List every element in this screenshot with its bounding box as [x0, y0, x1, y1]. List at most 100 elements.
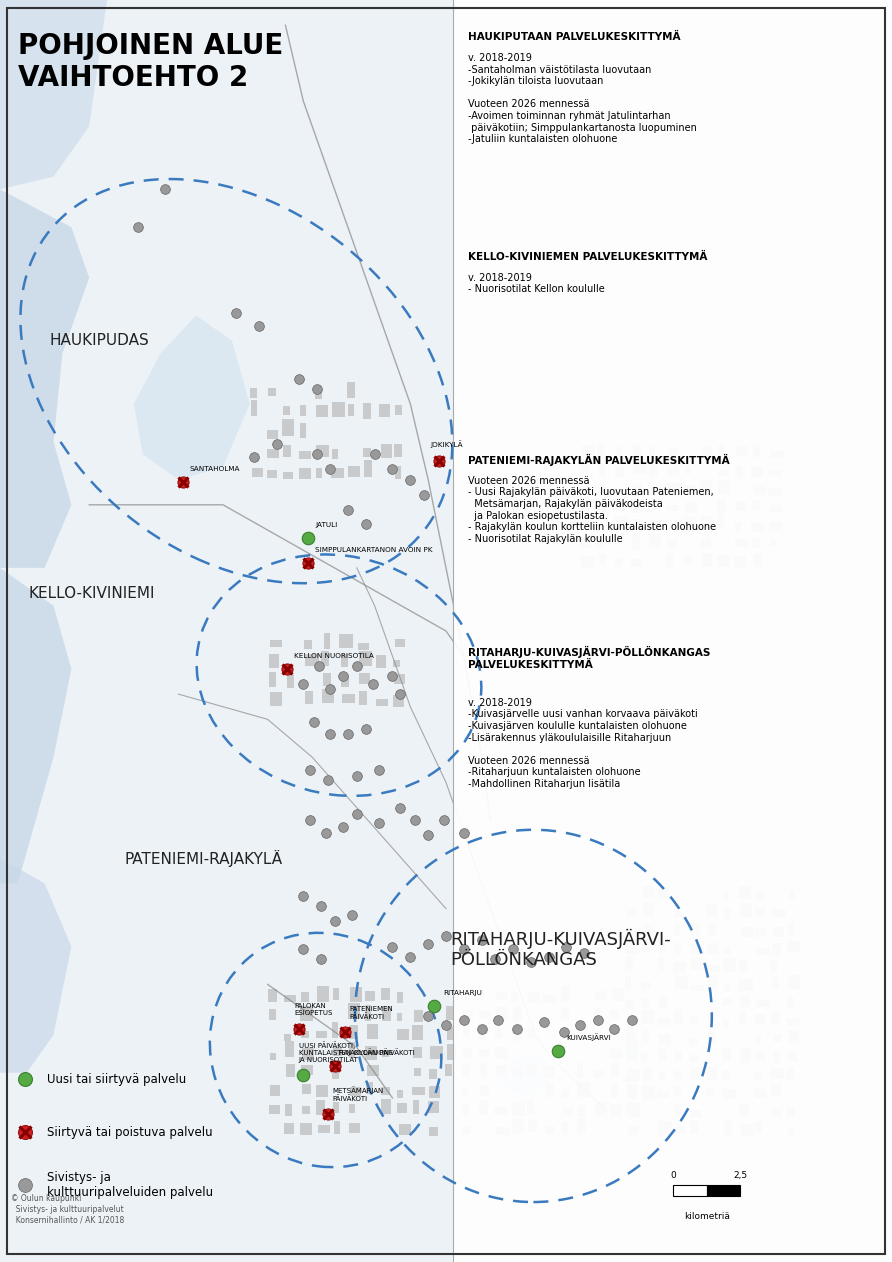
Bar [397, 1029, 409, 1040]
Bar [428, 1100, 439, 1113]
Bar [659, 1034, 671, 1045]
Bar [382, 1006, 391, 1021]
Bar [673, 962, 687, 973]
Bar [321, 651, 329, 666]
Bar [789, 1030, 799, 1044]
Bar [397, 992, 403, 1003]
Bar [625, 957, 632, 970]
Bar [739, 1047, 751, 1063]
Bar [740, 996, 750, 1007]
Bar [334, 1121, 340, 1135]
Bar [659, 1121, 672, 1136]
Bar [382, 988, 390, 1001]
Bar [666, 553, 673, 568]
Bar [632, 559, 643, 567]
Text: PALOKAN
ESIOPETUS: PALOKAN ESIOPETUS [294, 1003, 333, 1016]
Bar [382, 1087, 391, 1094]
Text: PATENIEMI-RAJAKYLÄN PALVELUKESKITTYMÄ: PATENIEMI-RAJAKYLÄN PALVELUKESKITTYMÄ [468, 454, 730, 467]
Bar [640, 941, 650, 953]
Bar [723, 1070, 730, 1079]
Bar [577, 1118, 586, 1132]
Bar [691, 1111, 701, 1118]
Bar [285, 1104, 292, 1117]
Bar [772, 1034, 781, 1042]
Bar [365, 1046, 377, 1060]
Bar [624, 939, 637, 954]
Bar [648, 481, 655, 496]
Bar [632, 535, 640, 550]
Bar [771, 1083, 780, 1097]
Bar [445, 1064, 451, 1075]
Bar [581, 557, 595, 568]
Text: v. 2018-2019
-Kuivasjärvelle uusi vanhan korvaava päiväkoti
-Kuivasjärven koulul: v. 2018-2019 -Kuivasjärvelle uusi vanhan… [468, 698, 698, 789]
Bar [580, 497, 590, 511]
Bar [512, 1119, 524, 1135]
Bar [789, 1128, 795, 1135]
Text: v. 2018-2019
- Nuorisotilat Kellon koululle: v. 2018-2019 - Nuorisotilat Kellon koulu… [468, 273, 605, 294]
Bar [650, 524, 660, 531]
Bar [648, 447, 656, 459]
Bar [349, 1042, 355, 1058]
Bar [717, 445, 724, 457]
Bar [628, 1102, 640, 1117]
Bar [350, 1123, 360, 1133]
Bar [649, 534, 661, 548]
Bar [581, 538, 592, 548]
Bar [684, 517, 697, 531]
Bar [787, 1068, 794, 1079]
Bar [339, 635, 353, 647]
Bar [674, 1010, 683, 1025]
Bar [788, 923, 795, 935]
Bar [598, 487, 609, 496]
Text: 0: 0 [671, 1171, 676, 1180]
Bar [667, 467, 679, 475]
Bar [382, 1099, 391, 1114]
Bar [359, 673, 370, 684]
Text: KELLO-KIVINIEMEN PALVELUKESKITTYMÄ: KELLO-KIVINIEMEN PALVELUKESKITTYMÄ [468, 252, 707, 262]
Bar [351, 1087, 360, 1097]
Bar [350, 1025, 358, 1039]
Bar [724, 909, 731, 919]
Bar [581, 520, 594, 528]
Text: Uusi tai siirtyvä palvelu: Uusi tai siirtyvä palvelu [47, 1073, 186, 1085]
Bar [659, 1071, 665, 1080]
Bar [706, 976, 718, 988]
Bar [593, 1029, 601, 1039]
Bar [359, 692, 368, 705]
Bar [594, 1007, 602, 1020]
Bar [739, 959, 747, 970]
Bar [690, 923, 700, 935]
Bar [716, 514, 724, 529]
Bar [397, 1103, 407, 1113]
Bar [625, 1075, 638, 1082]
Bar [756, 1051, 765, 1061]
Bar [300, 423, 306, 438]
Text: © Oulun kaupunki
  Sivistys- ja kulttuuripalvelut
  Konsernihallinto / AK 1/2018: © Oulun kaupunki Sivistys- ja kulttuurip… [11, 1194, 124, 1224]
Bar [707, 1068, 717, 1080]
Bar [395, 405, 402, 415]
Bar [513, 1031, 521, 1041]
Bar [332, 401, 344, 416]
Text: JATULI: JATULI [315, 521, 337, 528]
Bar [675, 1104, 681, 1117]
Bar [269, 1106, 280, 1114]
Bar [684, 485, 696, 493]
Bar [755, 907, 765, 916]
Bar [723, 1047, 731, 1061]
Bar [581, 461, 589, 475]
Text: Sivistys- ja
kulttuuripalveluiden palvelu: Sivistys- ja kulttuuripalveluiden palvel… [47, 1171, 213, 1199]
Bar [527, 1030, 535, 1037]
Bar [528, 1121, 537, 1132]
Bar [685, 467, 691, 475]
Bar [676, 1127, 685, 1135]
Bar [316, 1100, 325, 1114]
Bar [316, 405, 327, 416]
Bar [641, 1011, 654, 1025]
Bar [628, 1126, 638, 1135]
Bar [751, 522, 764, 531]
Bar [657, 957, 664, 972]
Bar [545, 1126, 555, 1135]
Text: HAUKIPUTAAN PALVELUKESKITTYMÄ: HAUKIPUTAAN PALVELUKESKITTYMÄ [468, 32, 681, 42]
Bar [633, 506, 643, 514]
Bar [394, 444, 401, 457]
